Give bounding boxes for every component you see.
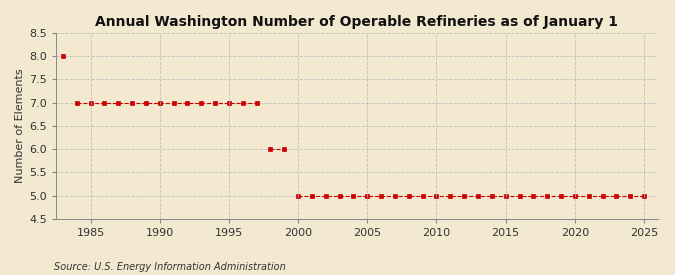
Title: Annual Washington Number of Operable Refineries as of January 1: Annual Washington Number of Operable Ref… [95, 15, 618, 29]
Y-axis label: Number of Elements: Number of Elements [15, 69, 25, 183]
Text: Source: U.S. Energy Information Administration: Source: U.S. Energy Information Administ… [54, 262, 286, 272]
